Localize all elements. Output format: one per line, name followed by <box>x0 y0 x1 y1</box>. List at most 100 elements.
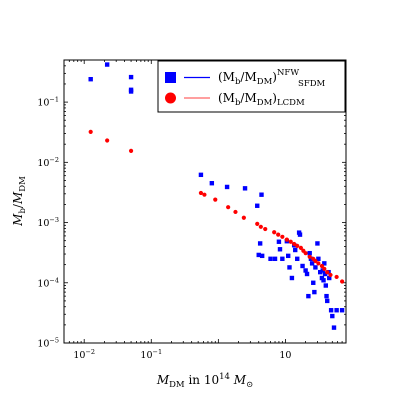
data-point-nfw <box>323 283 329 288</box>
y-tick-label: 10−2 <box>37 156 59 169</box>
data-point-lcdm <box>213 197 218 202</box>
data-point-nfw <box>293 247 298 253</box>
data-point-nfw <box>334 308 339 313</box>
data-point-nfw <box>104 62 110 67</box>
data-point-nfw <box>339 308 345 313</box>
legend-marker-lcdm <box>165 92 176 104</box>
data-point-nfw <box>276 239 282 244</box>
y-tick-label: 10−3 <box>37 216 59 229</box>
data-point-nfw <box>325 298 330 304</box>
data-point-nfw <box>242 186 248 191</box>
data-point-nfw <box>309 261 315 266</box>
data-point-lcdm <box>284 237 289 242</box>
data-point-lcdm <box>272 230 277 235</box>
data-point-lcdm <box>128 148 134 153</box>
data-point-lcdm <box>241 215 246 220</box>
data-point-lcdm <box>105 138 110 143</box>
x-tick-label: 10−1 <box>140 348 162 361</box>
data-point-nfw <box>306 293 311 299</box>
data-point-nfw <box>277 247 283 252</box>
y-tick-label: 10−5 <box>37 337 59 350</box>
data-point-nfw <box>257 241 263 246</box>
data-point-nfw <box>322 261 327 266</box>
x-tick-label: 10 <box>279 350 291 361</box>
data-point-nfw <box>307 250 312 256</box>
data-points-layer <box>88 62 345 330</box>
data-point-nfw <box>268 256 273 262</box>
data-point-nfw <box>316 256 321 262</box>
tick-layer: 10−2 10−1 10 10−1 10−2 10−3 10−4 10−5 <box>37 59 347 361</box>
data-point-nfw <box>321 278 326 283</box>
data-point-nfw <box>303 268 308 273</box>
data-point-lcdm <box>328 272 333 278</box>
data-point-lcdm <box>202 192 207 197</box>
data-point-lcdm <box>303 251 308 256</box>
legend-marker-nfw <box>165 72 176 83</box>
data-point-nfw <box>259 192 264 197</box>
data-point-lcdm <box>255 221 260 226</box>
legend: (Mb/MDM)NFW SFDM (Mb/MDM)LCDM <box>157 60 346 113</box>
data-point-nfw <box>300 263 305 269</box>
data-point-lcdm <box>313 258 318 264</box>
data-point-lcdm <box>334 274 339 280</box>
data-point-lcdm <box>226 205 231 210</box>
data-point-nfw <box>287 265 292 270</box>
data-point-lcdm <box>298 245 303 250</box>
data-point-nfw <box>324 293 329 299</box>
data-point-nfw <box>295 256 300 262</box>
data-point-lcdm <box>325 270 330 275</box>
data-point-nfw <box>331 325 337 330</box>
data-point-lcdm <box>322 266 327 271</box>
data-point-nfw <box>308 256 314 262</box>
data-point-lcdm <box>316 261 321 266</box>
data-point-nfw <box>224 184 230 190</box>
legend-label-lcdm: (Mb/MDM)LCDM <box>218 91 305 108</box>
data-point-nfw <box>315 241 320 246</box>
data-point-lcdm <box>88 129 93 134</box>
data-point-lcdm <box>280 234 285 239</box>
data-point-nfw <box>255 203 260 208</box>
data-point-lcdm <box>288 239 293 244</box>
data-point-nfw <box>330 313 335 319</box>
data-point-lcdm <box>340 279 345 284</box>
x-tick-label: 10−2 <box>73 348 95 361</box>
y-axis-label: Mb/MDM <box>11 176 28 227</box>
data-point-nfw <box>328 308 334 313</box>
y-tick-label: 10−1 <box>37 96 59 109</box>
data-point-lcdm <box>319 263 325 269</box>
data-point-nfw <box>272 256 278 262</box>
legend-box <box>157 60 346 113</box>
data-point-nfw <box>320 268 325 273</box>
data-point-nfw <box>285 253 291 259</box>
data-point-nfw <box>319 275 325 281</box>
data-point-nfw <box>313 265 318 270</box>
data-point-nfw <box>318 269 323 275</box>
data-point-lcdm <box>258 224 263 229</box>
data-point-nfw <box>304 271 310 277</box>
x-axis-label: MDM in 1014 M⊙ <box>156 372 253 390</box>
data-point-nfw <box>280 256 285 262</box>
data-point-lcdm <box>276 232 281 237</box>
data-point-nfw <box>88 76 93 82</box>
data-point-lcdm <box>295 243 300 248</box>
data-point-nfw <box>259 253 265 259</box>
data-point-lcdm <box>307 254 312 259</box>
legend-label-nfw: (Mb/MDM)NFW SFDM <box>218 68 326 89</box>
data-point-nfw <box>128 89 134 94</box>
data-point-nfw <box>198 172 204 178</box>
data-point-nfw <box>297 232 303 237</box>
data-point-nfw <box>128 74 134 80</box>
data-point-lcdm <box>233 209 238 215</box>
data-point-nfw <box>327 275 332 281</box>
data-point-lcdm <box>198 190 204 196</box>
data-point-nfw <box>311 280 316 285</box>
data-point-nfw <box>209 181 215 186</box>
data-point-nfw <box>322 271 328 277</box>
data-point-nfw <box>289 275 295 281</box>
y-tick-label: 10−4 <box>37 276 59 289</box>
data-point-nfw <box>312 289 317 295</box>
data-point-lcdm <box>292 241 297 247</box>
plot-frame <box>63 59 347 344</box>
data-point-lcdm <box>263 226 268 232</box>
